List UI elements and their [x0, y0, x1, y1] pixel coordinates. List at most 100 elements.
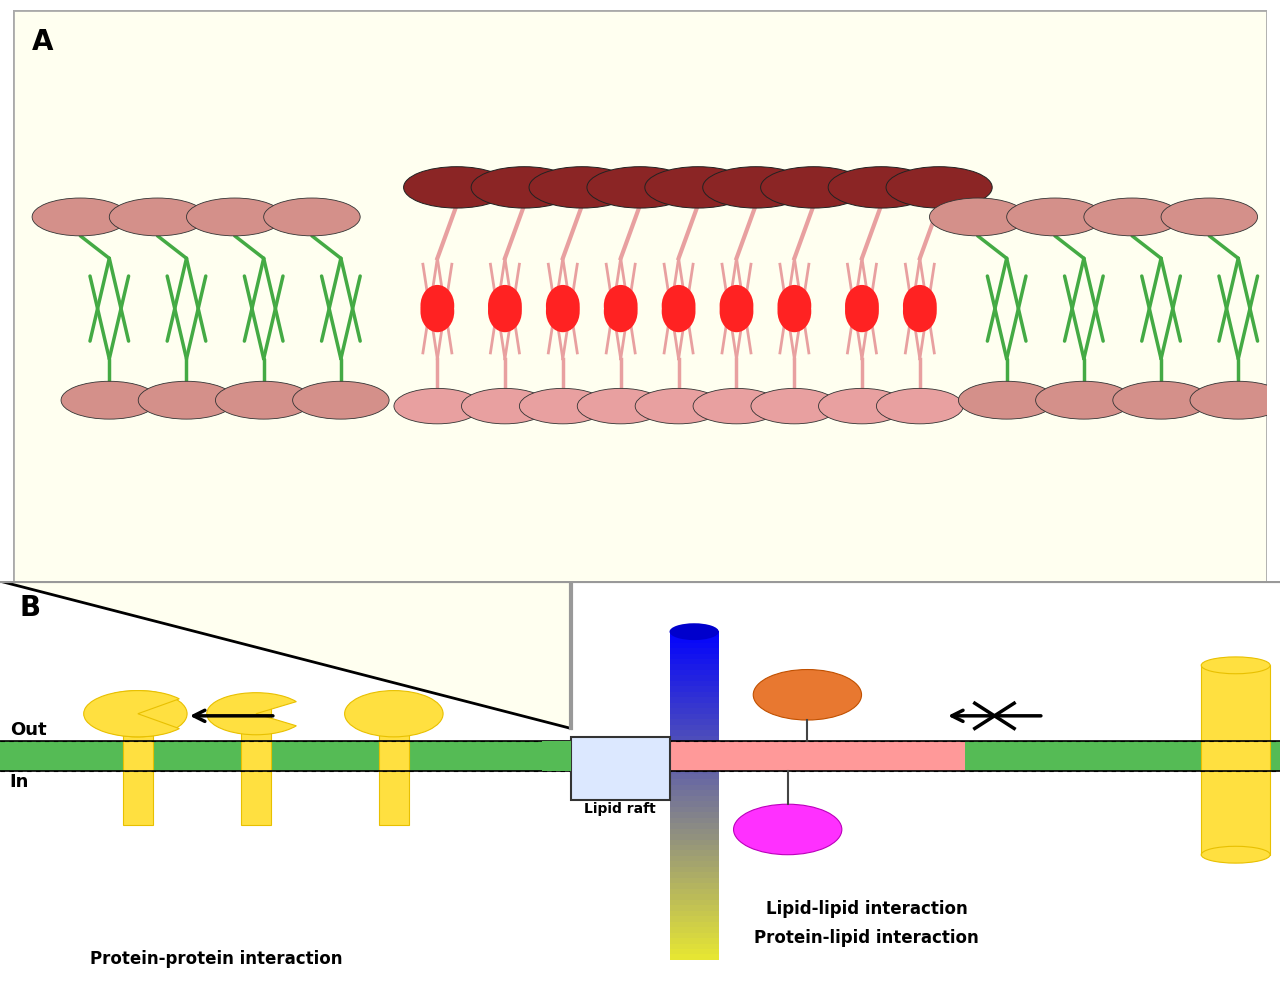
Bar — [669, 734, 719, 741]
Polygon shape — [0, 581, 571, 728]
Bar — [669, 674, 719, 681]
Bar — [669, 861, 719, 867]
Bar — [669, 899, 719, 905]
Ellipse shape — [733, 805, 842, 855]
Ellipse shape — [187, 198, 283, 235]
Bar — [1201, 665, 1270, 855]
Bar — [669, 812, 719, 818]
Bar — [669, 905, 719, 911]
Bar — [669, 866, 719, 873]
Bar — [669, 834, 719, 840]
Ellipse shape — [753, 669, 861, 720]
Ellipse shape — [109, 198, 206, 235]
Ellipse shape — [1190, 382, 1280, 419]
Ellipse shape — [604, 285, 637, 327]
Bar — [669, 647, 719, 653]
Ellipse shape — [264, 198, 360, 235]
Bar — [669, 883, 719, 889]
Ellipse shape — [845, 285, 879, 327]
Bar — [669, 757, 719, 763]
Ellipse shape — [520, 389, 607, 424]
Ellipse shape — [669, 623, 719, 640]
Ellipse shape — [577, 389, 664, 424]
Ellipse shape — [462, 389, 548, 424]
Bar — [669, 752, 719, 758]
Ellipse shape — [703, 166, 809, 208]
Ellipse shape — [635, 389, 722, 424]
Ellipse shape — [877, 389, 964, 424]
Ellipse shape — [719, 285, 754, 327]
Ellipse shape — [929, 198, 1027, 235]
Bar — [669, 943, 719, 949]
Bar — [379, 707, 408, 826]
Ellipse shape — [662, 285, 695, 327]
Ellipse shape — [545, 285, 580, 327]
Bar — [669, 696, 719, 702]
Bar — [669, 850, 719, 856]
Bar — [0, 741, 571, 771]
Ellipse shape — [588, 166, 692, 208]
Bar — [241, 707, 271, 826]
Bar — [669, 888, 719, 894]
Bar — [669, 702, 719, 708]
Ellipse shape — [529, 166, 635, 208]
Ellipse shape — [828, 166, 934, 208]
Bar — [669, 801, 719, 807]
Bar — [965, 741, 1280, 771]
Bar — [669, 937, 719, 944]
Bar — [669, 658, 719, 664]
Wedge shape — [207, 692, 297, 734]
Ellipse shape — [488, 285, 522, 327]
Bar — [669, 712, 719, 719]
Bar — [669, 932, 719, 938]
Ellipse shape — [488, 291, 522, 333]
Ellipse shape — [32, 198, 128, 235]
Ellipse shape — [1084, 198, 1180, 235]
Ellipse shape — [1201, 847, 1270, 863]
Bar — [669, 790, 719, 796]
Ellipse shape — [293, 382, 389, 419]
Bar — [669, 729, 719, 735]
Ellipse shape — [719, 291, 754, 333]
Ellipse shape — [760, 166, 867, 208]
Ellipse shape — [751, 389, 838, 424]
Bar — [669, 915, 719, 922]
Ellipse shape — [394, 389, 481, 424]
Bar — [669, 795, 719, 802]
Ellipse shape — [1006, 198, 1103, 235]
Text: Out: Out — [10, 721, 46, 739]
Bar — [669, 839, 719, 845]
Bar — [669, 894, 719, 900]
Bar — [669, 669, 719, 675]
Ellipse shape — [777, 285, 812, 327]
Bar — [669, 652, 719, 659]
Ellipse shape — [845, 291, 879, 333]
Bar — [669, 806, 719, 813]
Ellipse shape — [138, 382, 234, 419]
Bar — [669, 663, 719, 670]
Bar — [669, 779, 719, 785]
Ellipse shape — [1161, 198, 1257, 235]
Bar — [669, 685, 719, 691]
Bar — [669, 763, 719, 769]
Ellipse shape — [403, 166, 509, 208]
Ellipse shape — [471, 166, 577, 208]
Bar — [123, 707, 152, 826]
Text: Protein-lipid interaction: Protein-lipid interaction — [754, 929, 979, 947]
Bar — [669, 877, 719, 884]
Bar — [669, 817, 719, 824]
Ellipse shape — [662, 291, 695, 333]
Bar — [669, 740, 719, 746]
Bar — [669, 954, 719, 960]
Ellipse shape — [604, 291, 637, 333]
Bar — [669, 823, 719, 829]
Ellipse shape — [1112, 382, 1210, 419]
Ellipse shape — [215, 382, 312, 419]
Bar — [669, 680, 719, 686]
Bar — [669, 910, 719, 916]
Bar — [669, 784, 719, 791]
Ellipse shape — [818, 389, 905, 424]
Bar — [669, 691, 719, 697]
Ellipse shape — [344, 690, 443, 736]
Bar — [541, 741, 571, 771]
